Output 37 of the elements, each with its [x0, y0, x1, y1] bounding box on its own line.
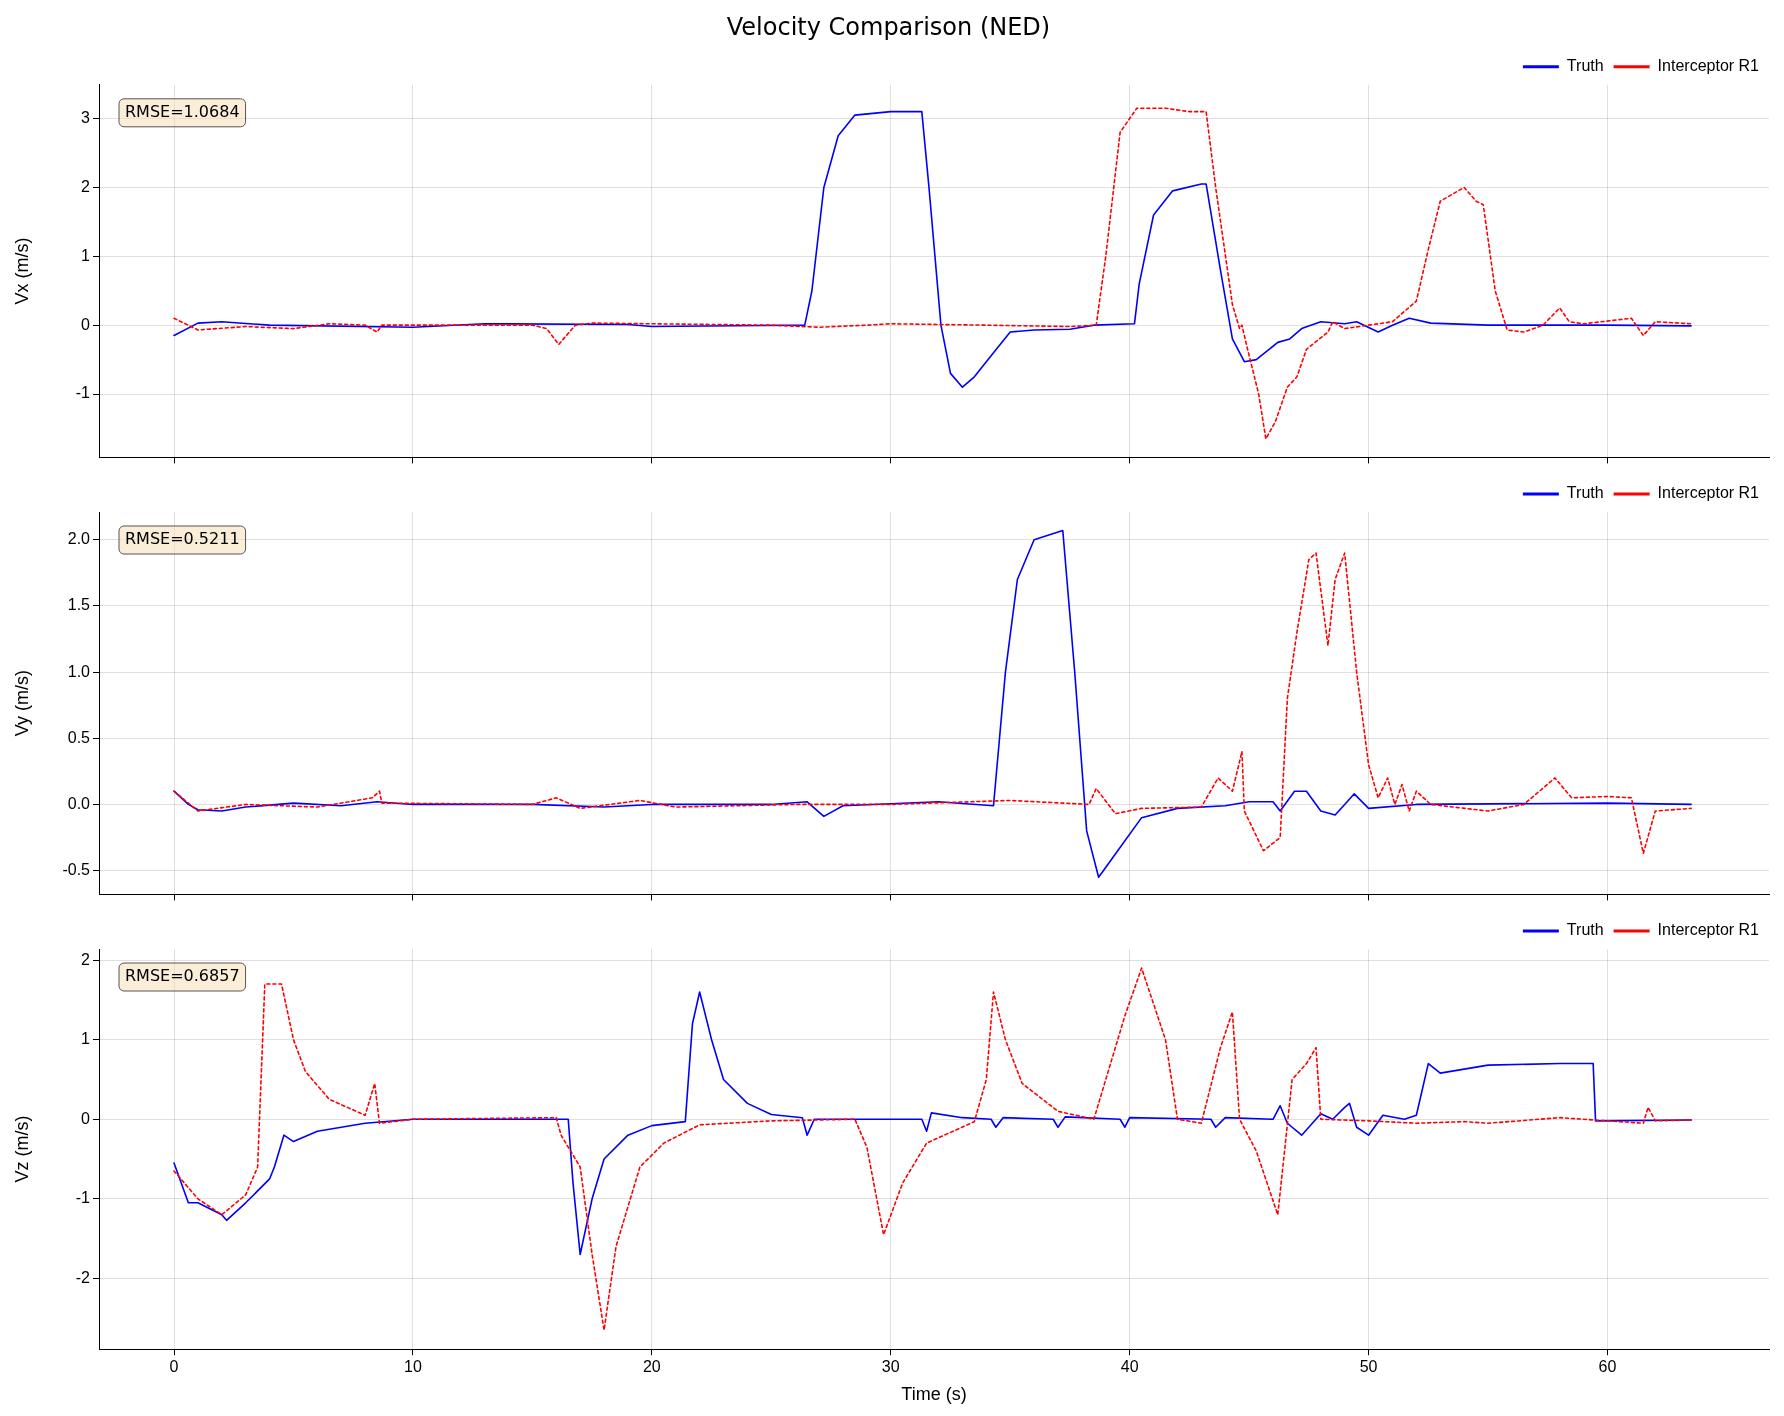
x-tick-label: 0 [169, 1358, 179, 1376]
y-tick-label: 2.0 [67, 530, 91, 548]
y-tick-label: -0.5 [62, 860, 91, 878]
y-tick-label: -1 [75, 1189, 91, 1207]
x-tick-label: 30 [881, 1358, 900, 1376]
y-tick-label: 3 [81, 108, 91, 126]
x-tick-label: 60 [1598, 1358, 1617, 1376]
legend-label: Truth [1566, 57, 1604, 75]
y-tick-label: 2 [81, 950, 91, 968]
x-tick-label: 10 [404, 1358, 422, 1376]
annotation: RMSE=0.5211 [125, 529, 240, 549]
legend-label: Interceptor R1 [1657, 921, 1760, 939]
y-tick-label: 0 [81, 1109, 91, 1127]
y-tick-label: 1 [81, 246, 91, 264]
y-axis-title: Vy (m/s) [11, 670, 32, 737]
y-tick-label: 0.0 [67, 794, 91, 812]
x-tick-label: 40 [1120, 1358, 1139, 1376]
y-tick-label: 1.0 [67, 662, 91, 680]
x-axis-title: Time (s) [901, 1384, 967, 1405]
y-tick-label: 0 [81, 315, 91, 333]
y-tick-label: -1 [75, 384, 91, 402]
y-tick-label: -2 [75, 1268, 91, 1286]
y-tick-label: 1 [81, 1030, 91, 1048]
y-tick-label: 2 [81, 177, 91, 195]
legend-label: Truth [1566, 484, 1604, 502]
y-axis-title: Vz (m/s) [11, 1115, 32, 1183]
x-tick-label: 50 [1359, 1358, 1378, 1376]
annotation: RMSE=0.6857 [125, 966, 240, 986]
y-tick-label: 0.5 [67, 728, 91, 746]
annotation: RMSE=1.0684 [125, 101, 240, 121]
y-axis-title: Vx (m/s) [11, 237, 32, 305]
chart-title: Velocity Comparison (NED) [726, 12, 1051, 41]
x-tick-label: 20 [642, 1358, 661, 1376]
legend-label: Interceptor R1 [1657, 57, 1760, 75]
y-tick-label: 1.5 [67, 596, 91, 614]
legend-label: Interceptor R1 [1657, 484, 1760, 502]
legend-label: Truth [1566, 921, 1604, 939]
